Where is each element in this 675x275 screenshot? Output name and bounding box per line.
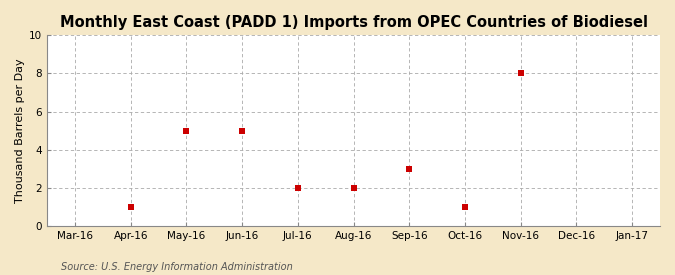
Point	[348, 186, 359, 190]
Text: Source: U.S. Energy Information Administration: Source: U.S. Energy Information Administ…	[61, 262, 292, 272]
Title: Monthly East Coast (PADD 1) Imports from OPEC Countries of Biodiesel: Monthly East Coast (PADD 1) Imports from…	[59, 15, 647, 30]
Point	[237, 128, 248, 133]
Point	[126, 205, 136, 209]
Point	[181, 128, 192, 133]
Y-axis label: Thousand Barrels per Day: Thousand Barrels per Day	[15, 58, 25, 203]
Point	[404, 167, 414, 171]
Point	[515, 71, 526, 76]
Point	[460, 205, 470, 209]
Point	[292, 186, 303, 190]
